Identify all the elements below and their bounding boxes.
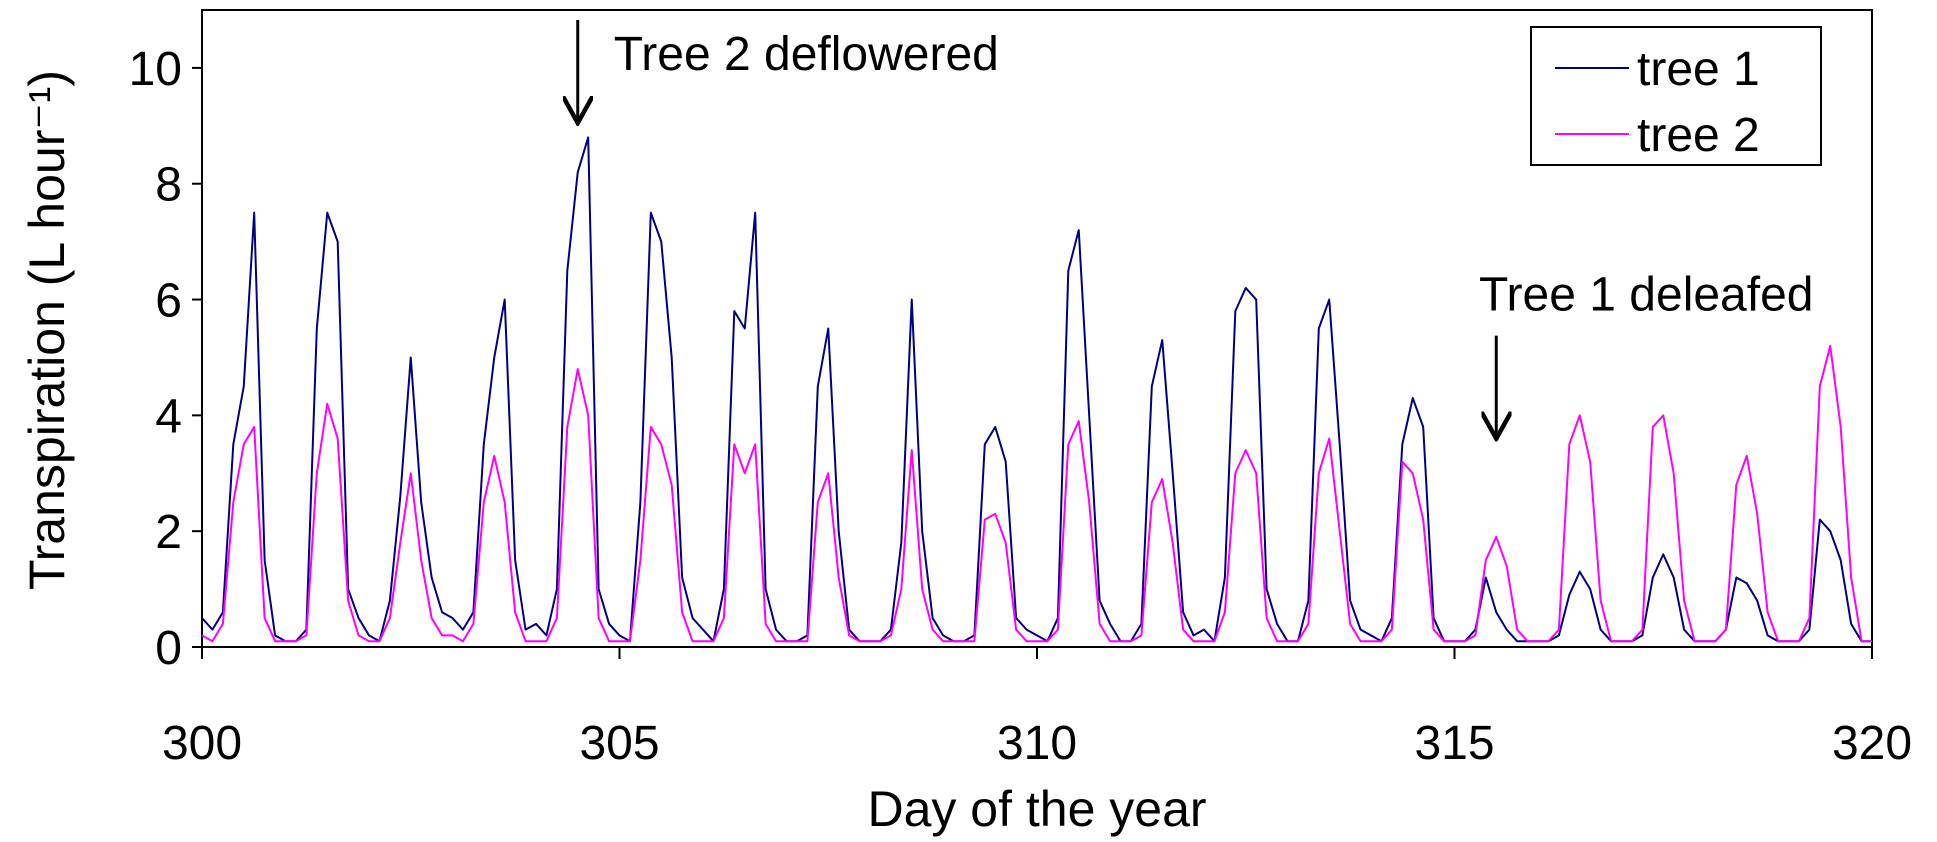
y-tick-label: 8 bbox=[155, 159, 182, 212]
annotation-text: Tree 2 deflowered bbox=[614, 28, 999, 81]
y-axis-title: Transpiration (L hour⁻¹) bbox=[19, 70, 75, 590]
series-line bbox=[201, 136, 1872, 643]
y-tick-label: 4 bbox=[155, 390, 182, 443]
y-tick-label: 2 bbox=[155, 506, 182, 559]
x-tick-label: 310 bbox=[997, 717, 1077, 770]
y-tick-label: 0 bbox=[155, 622, 182, 675]
y-tick-label: 6 bbox=[155, 275, 182, 328]
y-tick-label: 10 bbox=[129, 43, 182, 96]
x-tick-label: 320 bbox=[1832, 717, 1912, 770]
x-tick-label: 300 bbox=[162, 717, 242, 770]
annotation-text: Tree 1 deleafed bbox=[1479, 269, 1813, 322]
x-axis-title: Day of the year bbox=[867, 781, 1206, 837]
legend-label: tree 1 bbox=[1637, 43, 1760, 96]
series-line bbox=[201, 344, 1872, 643]
legend-box bbox=[1530, 26, 1822, 166]
legend-label: tree 2 bbox=[1637, 109, 1760, 162]
x-tick-label: 305 bbox=[579, 717, 659, 770]
x-tick-label: 315 bbox=[1414, 717, 1494, 770]
